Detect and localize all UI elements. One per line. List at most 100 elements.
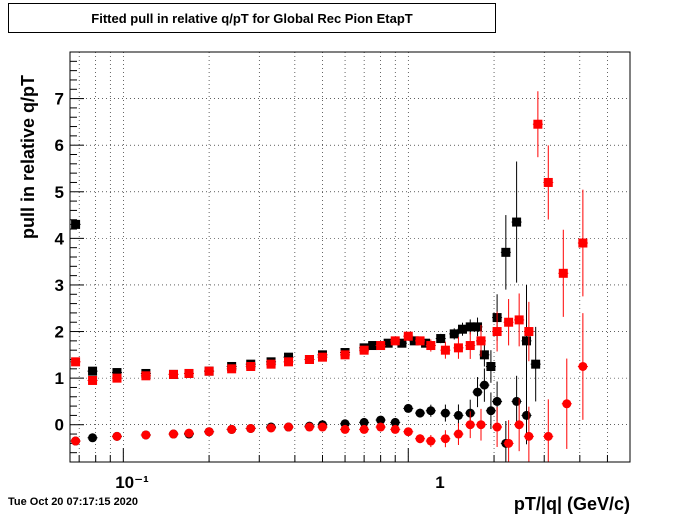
data-point xyxy=(415,336,425,346)
grid-lines xyxy=(70,52,631,462)
data-point xyxy=(465,341,475,351)
plot-frame xyxy=(69,51,631,463)
data-point xyxy=(522,410,532,420)
data-point xyxy=(453,410,463,420)
y-tick-label: 4 xyxy=(55,229,65,248)
data-point xyxy=(397,338,407,348)
data-point xyxy=(376,415,386,425)
series-0 xyxy=(70,161,541,402)
data-point xyxy=(227,424,237,434)
data-point xyxy=(453,343,463,353)
data-point xyxy=(457,324,467,334)
data-point xyxy=(284,352,294,362)
data-point xyxy=(112,368,122,378)
data-point xyxy=(409,336,419,346)
data-point xyxy=(440,408,450,418)
data-point xyxy=(486,361,496,371)
data-point xyxy=(426,341,436,351)
y-tick-label: 1 xyxy=(55,369,64,388)
data-point xyxy=(168,429,178,439)
data-point xyxy=(476,336,486,346)
data-point xyxy=(304,355,314,364)
data-point xyxy=(578,238,588,248)
data-point xyxy=(562,399,572,409)
data-point xyxy=(403,403,413,413)
data-point xyxy=(304,422,314,432)
data-point xyxy=(524,327,534,337)
data-point xyxy=(376,341,386,351)
data-point xyxy=(390,336,400,346)
data-point xyxy=(403,427,413,437)
data-point xyxy=(476,420,486,430)
data-point xyxy=(368,341,378,351)
x-tick-label-0.1: 10⁻¹ xyxy=(115,473,149,492)
data-point xyxy=(543,177,553,187)
data-point xyxy=(415,408,425,418)
data-point xyxy=(426,436,436,446)
data-point xyxy=(141,371,151,381)
data-point xyxy=(284,422,294,432)
data-point xyxy=(514,315,524,325)
chart-title-box: Fitted pull in relative q/pT for Global … xyxy=(8,3,496,33)
data-point xyxy=(473,387,483,397)
data-point xyxy=(524,431,534,441)
data-point xyxy=(266,423,276,433)
data-point xyxy=(421,338,431,348)
data-point xyxy=(71,219,81,229)
x-axis-label: pT/|q| (GeV/c) xyxy=(514,494,630,514)
data-point xyxy=(533,119,543,129)
data-point xyxy=(184,428,194,438)
data-point xyxy=(71,436,81,446)
data-point xyxy=(486,406,496,416)
data-point xyxy=(449,329,459,339)
data-point xyxy=(531,359,541,369)
data-point xyxy=(492,327,502,337)
data-point xyxy=(479,350,489,360)
series-2 xyxy=(70,368,532,462)
data-point xyxy=(558,268,568,278)
data-point xyxy=(492,396,502,406)
data-point xyxy=(88,375,98,385)
y-tick-label: 0 xyxy=(55,416,64,435)
data-point xyxy=(479,380,489,390)
data-point xyxy=(514,420,524,430)
data-point xyxy=(501,247,511,257)
data-point xyxy=(440,345,450,355)
data-point xyxy=(512,396,522,406)
data-point xyxy=(112,431,122,441)
data-point xyxy=(415,434,425,444)
y-tick-label: 6 xyxy=(55,136,64,155)
data-point xyxy=(426,406,436,416)
data-point xyxy=(227,364,237,374)
data-point xyxy=(317,422,327,432)
data-point xyxy=(504,317,514,327)
x-tick-label-1: 1 xyxy=(435,473,444,492)
data-point xyxy=(403,331,413,341)
data-point xyxy=(512,217,522,227)
data-point xyxy=(284,357,294,367)
data-point xyxy=(204,427,214,437)
data-point xyxy=(543,431,553,441)
y-axis-label: pull in relative q/pT xyxy=(18,75,38,239)
chart-title: Fitted pull in relative q/pT for Global … xyxy=(91,10,413,26)
data-point xyxy=(340,424,350,434)
series-3 xyxy=(70,313,588,462)
data-point xyxy=(436,334,446,344)
data-point xyxy=(359,424,369,434)
data-point xyxy=(71,357,81,367)
data-point xyxy=(504,438,514,448)
data-point xyxy=(578,361,588,371)
data-point xyxy=(440,434,450,444)
data-point xyxy=(390,424,400,434)
data-point xyxy=(168,369,178,379)
data-point xyxy=(266,359,276,369)
axis-ticks: 0 1 2 3 4 5 6 7 xyxy=(55,60,631,463)
data-point xyxy=(359,345,369,355)
data-point xyxy=(88,366,98,376)
y-tick-label: 2 xyxy=(55,323,64,342)
timestamp: Tue Oct 20 07:17:15 2020 xyxy=(8,496,139,508)
data-point xyxy=(473,322,483,332)
data-point xyxy=(184,368,194,378)
data-point xyxy=(88,433,98,443)
